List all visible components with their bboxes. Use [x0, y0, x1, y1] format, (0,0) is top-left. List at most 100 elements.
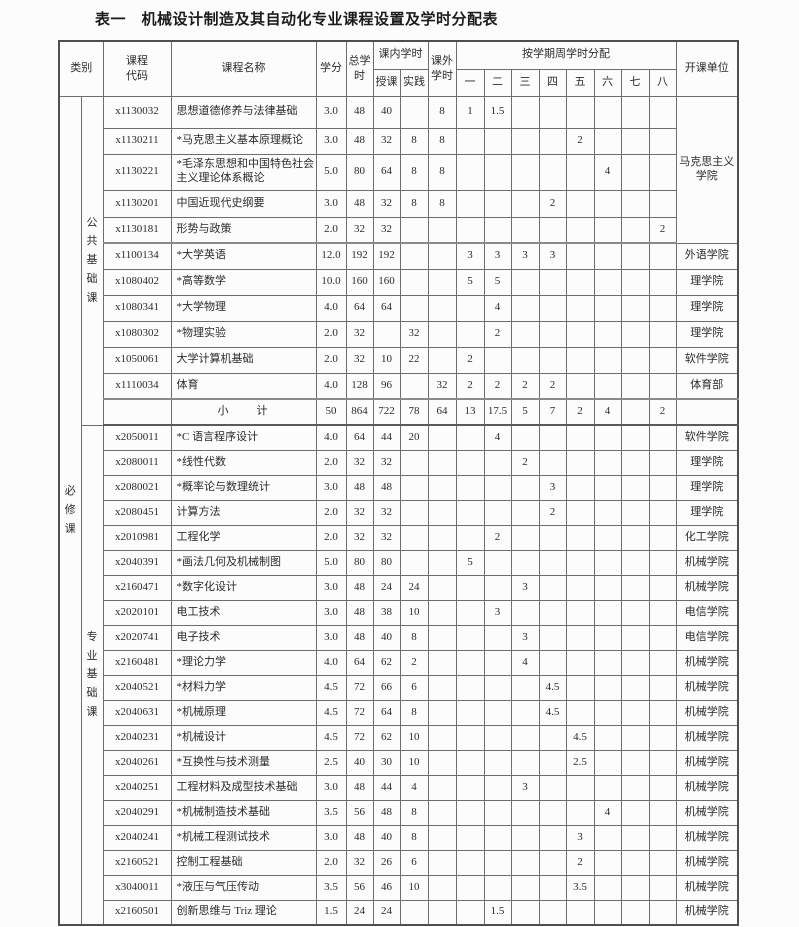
semester-1-hours-cell	[455, 874, 485, 901]
course-row: x2080011 *线性代数 2.0 32 32 2 理学院	[59, 449, 739, 476]
semester-5-hours-cell: 2	[565, 127, 595, 155]
semester-6-hours-cell	[593, 599, 622, 626]
category-cell-public-basic: 公共基础课	[80, 95, 104, 426]
offering-unit-cell: 理学院	[675, 499, 739, 526]
extra-hours-cell	[427, 549, 457, 576]
semester-8-hours-cell	[648, 749, 677, 776]
semester-2-hours-cell	[483, 127, 512, 155]
semester-6-hours-cell	[593, 849, 622, 876]
course-row: x1130221 *毛泽东思想和中国特色社会主义理论体系概论 5.0 80 64 8 8 4	[59, 153, 738, 191]
semester-2-hours-cell: 4	[483, 424, 512, 451]
lecture-hours-cell: 32	[372, 499, 401, 526]
course-name-cell: *大学英语	[170, 242, 317, 270]
offering-unit-cell: 机械学院	[675, 549, 739, 576]
offering-unit-cell: 软件学院	[675, 346, 739, 374]
course-name-cell: *毛泽东思想和中国特色社会主义理论体系概论	[170, 153, 317, 191]
course-row: x1080302 *物理实验 2.0 32 32 2 理学院	[59, 320, 739, 348]
semester-5-hours-cell	[565, 216, 595, 244]
credits-cell: 5.0	[315, 549, 347, 576]
total-hours-cell: 40	[345, 749, 374, 776]
semester-3-hours-cell: 2	[510, 449, 540, 476]
semester-7-hours-cell	[620, 242, 650, 270]
credits-cell: 3.0	[315, 127, 347, 155]
practice-hours-cell: 4	[399, 774, 429, 801]
total-hours-cell: 32	[345, 320, 374, 348]
course-row: x2040251 工程材料及成型技术基础 3.0 48 44 4 3 机械学院	[59, 774, 739, 801]
course-code-cell: x2040521	[102, 674, 172, 701]
course-name-cell: 电工技术	[170, 599, 317, 626]
semester-5-hours-cell: 2	[565, 398, 595, 426]
semester-2-hours-cell	[483, 849, 512, 876]
offering-unit-cell: 机械学院	[675, 774, 739, 801]
course-code-cell: x1130211	[102, 127, 172, 155]
lecture-hours-cell: 10	[372, 346, 401, 374]
semester-1-hours-cell	[455, 674, 485, 701]
course-code-cell: x2080011	[102, 449, 172, 476]
total-hours-cell: 48	[345, 824, 374, 851]
semester-3-hours-cell	[510, 346, 540, 374]
category-cell-major-basic: 专业基础课	[80, 424, 104, 926]
header-semester-4: 四	[538, 68, 567, 97]
semester-2-hours-cell	[483, 799, 512, 826]
semester-1-hours-cell	[455, 127, 485, 155]
course-code-cell: x2040251	[102, 774, 172, 801]
extra-hours-cell	[427, 699, 457, 726]
lecture-hours-cell: 66	[372, 674, 401, 701]
credits-cell: 3.0	[315, 599, 347, 626]
lecture-hours-cell	[372, 320, 401, 348]
lecture-hours-cell: 160	[372, 268, 401, 296]
semester-7-hours-cell	[620, 724, 650, 751]
offering-unit-cell: 机械学院	[675, 749, 739, 776]
offering-unit-cell: 机械学院	[675, 849, 739, 876]
offering-unit-cell: 电信学院	[675, 599, 739, 626]
semester-4-hours-cell	[538, 95, 567, 129]
extra-hours-cell: 8	[427, 153, 457, 191]
semester-1-hours-cell	[455, 216, 485, 244]
semester-3-hours-cell: 2	[510, 372, 540, 400]
semester-3-hours-cell	[510, 674, 540, 701]
semester-5-hours-cell	[565, 649, 595, 676]
semester-8-hours-cell	[648, 268, 677, 296]
credits-cell: 4.0	[315, 424, 347, 451]
course-name-cell: 电子技术	[170, 624, 317, 651]
practice-hours-cell	[399, 95, 429, 129]
semester-2-hours-cell: 17.5	[483, 398, 512, 426]
credits-cell: 2.0	[315, 449, 347, 476]
lecture-hours-cell: 32	[372, 189, 401, 218]
semester-6-hours-cell	[593, 424, 622, 451]
practice-hours-cell: 6	[399, 674, 429, 701]
practice-hours-cell	[399, 524, 429, 551]
semester-2-hours-cell	[483, 549, 512, 576]
credits-cell: 3.0	[315, 624, 347, 651]
semester-2-hours-cell	[483, 153, 512, 191]
semester-2-hours-cell	[483, 699, 512, 726]
course-code-cell: x1080341	[102, 294, 172, 322]
lecture-hours-cell: 48	[372, 474, 401, 501]
semester-4-hours-cell	[538, 346, 567, 374]
semester-5-hours-cell	[565, 549, 595, 576]
practice-hours-cell	[399, 474, 429, 501]
lecture-hours-cell: 96	[372, 372, 401, 400]
semester-4-hours-cell	[538, 549, 567, 576]
course-row: x2040231 *机械设计 4.5 72 62 10 4.5 机械学院	[59, 724, 739, 751]
course-name-cell: *物理实验	[170, 320, 317, 348]
extra-hours-cell	[427, 824, 457, 851]
semester-6-hours-cell	[593, 899, 622, 926]
category-required-label: 必修课	[64, 485, 76, 535]
semester-1-hours-cell	[455, 849, 485, 876]
header-semester-5: 五	[565, 68, 595, 97]
semester-7-hours-cell	[620, 549, 650, 576]
semester-6-hours-cell	[593, 699, 622, 726]
course-row: 专业基础课 x2050011 *C 语言程序设计 4.0 64 44 20 4 软件学院	[59, 424, 739, 926]
semester-2-hours-cell: 3	[483, 599, 512, 626]
semester-6-hours-cell	[593, 524, 622, 551]
semester-7-hours-cell	[620, 524, 650, 551]
extra-hours-cell	[427, 749, 457, 776]
semester-5-hours-cell	[565, 153, 595, 191]
total-hours-cell: 128	[345, 372, 374, 400]
total-hours-cell: 80	[345, 549, 374, 576]
semester-5-hours-cell	[565, 372, 595, 400]
semester-3-hours-cell	[510, 95, 540, 129]
semester-3-hours-cell: 3	[510, 574, 540, 601]
semester-5-hours-cell	[565, 424, 595, 451]
